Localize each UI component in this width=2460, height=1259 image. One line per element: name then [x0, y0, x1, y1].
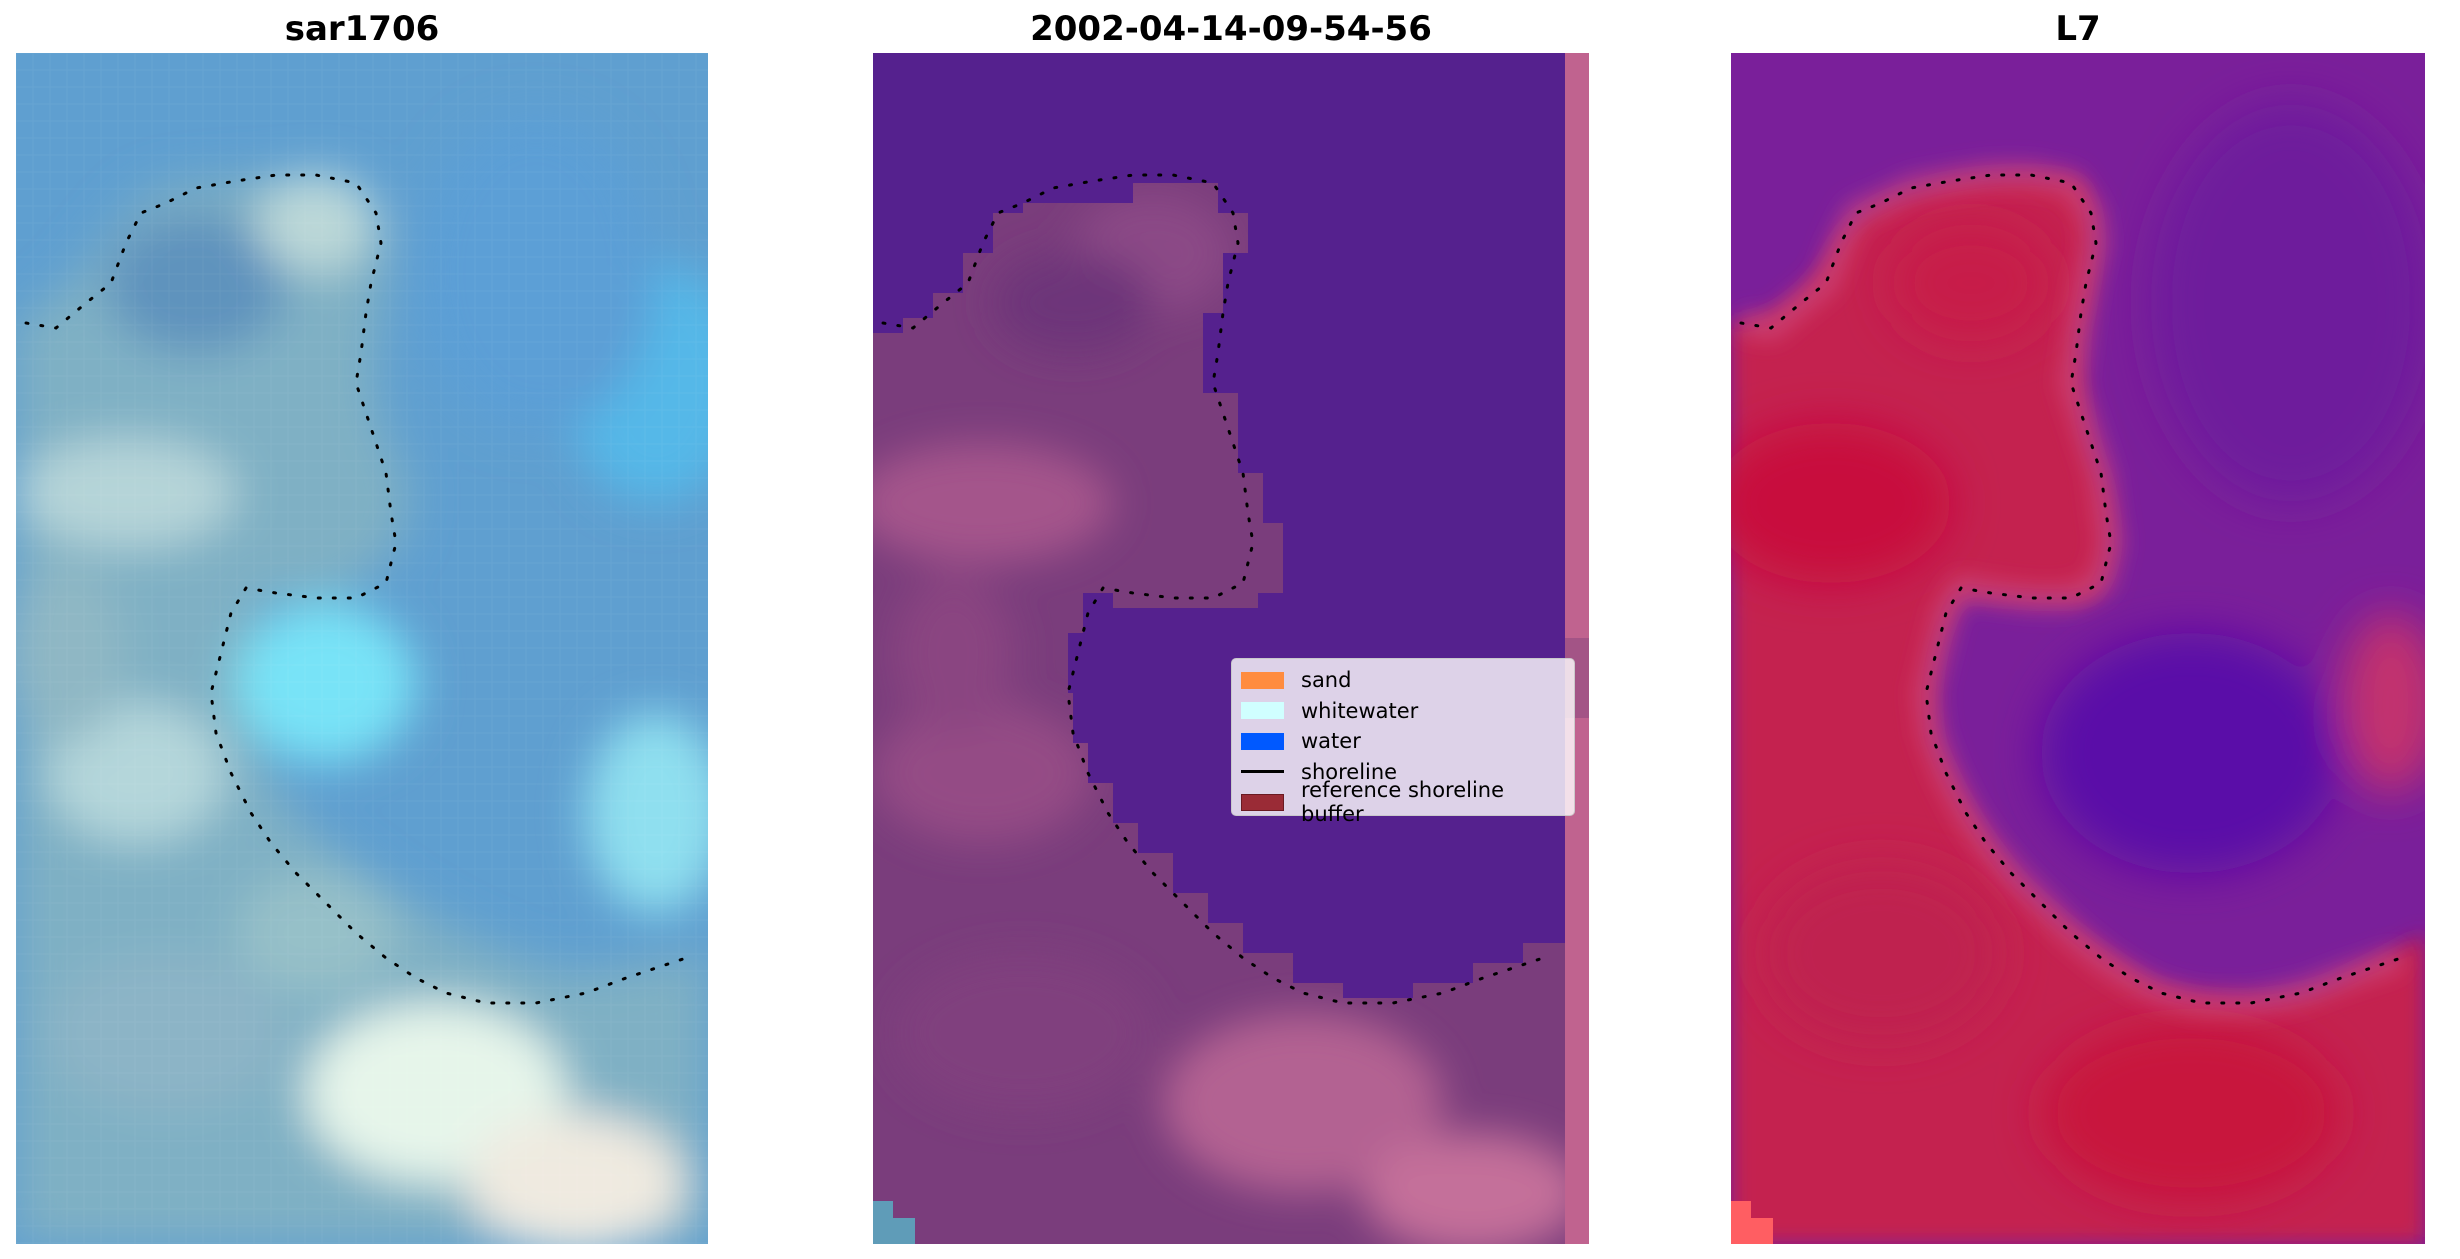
panel-title-classified: 2002-04-14-09-54-56 [1030, 9, 1432, 49]
legend-label: water [1301, 729, 1361, 754]
legend-label: reference shoreline buffer [1301, 778, 1505, 827]
legend-item-whitewater: whitewater [1241, 696, 1564, 727]
legend-label: whitewater [1301, 698, 1419, 723]
water-swatch-icon [1241, 732, 1284, 750]
whitewater-swatch-icon [1241, 702, 1284, 720]
index-image-panel [1731, 53, 2425, 1244]
index-image [1731, 53, 2425, 1244]
reference-buffer-swatch-icon [1241, 793, 1284, 811]
panel-title-rgb: sar1706 [284, 9, 440, 49]
legend-item-reference-buffer: reference shoreline buffer [1241, 778, 1564, 826]
legend-label: sand [1301, 668, 1352, 693]
legend-label: shoreline [1301, 759, 1398, 784]
rgb-image-panel [16, 53, 708, 1244]
sand-swatch-icon [1241, 671, 1284, 689]
classified-image-panel [873, 53, 1589, 1244]
rgb-image [16, 53, 708, 1244]
panel-title-index: L7 [2055, 9, 2101, 49]
legend-item-water: water [1241, 726, 1564, 757]
legend: sand whitewater water shoreline referenc… [1231, 658, 1575, 826]
legend-item-sand: sand [1241, 665, 1564, 696]
classified-image [873, 53, 1589, 1244]
legend-item-shoreline: shoreline [1241, 757, 1564, 788]
shoreline-line-icon [1241, 763, 1284, 780]
